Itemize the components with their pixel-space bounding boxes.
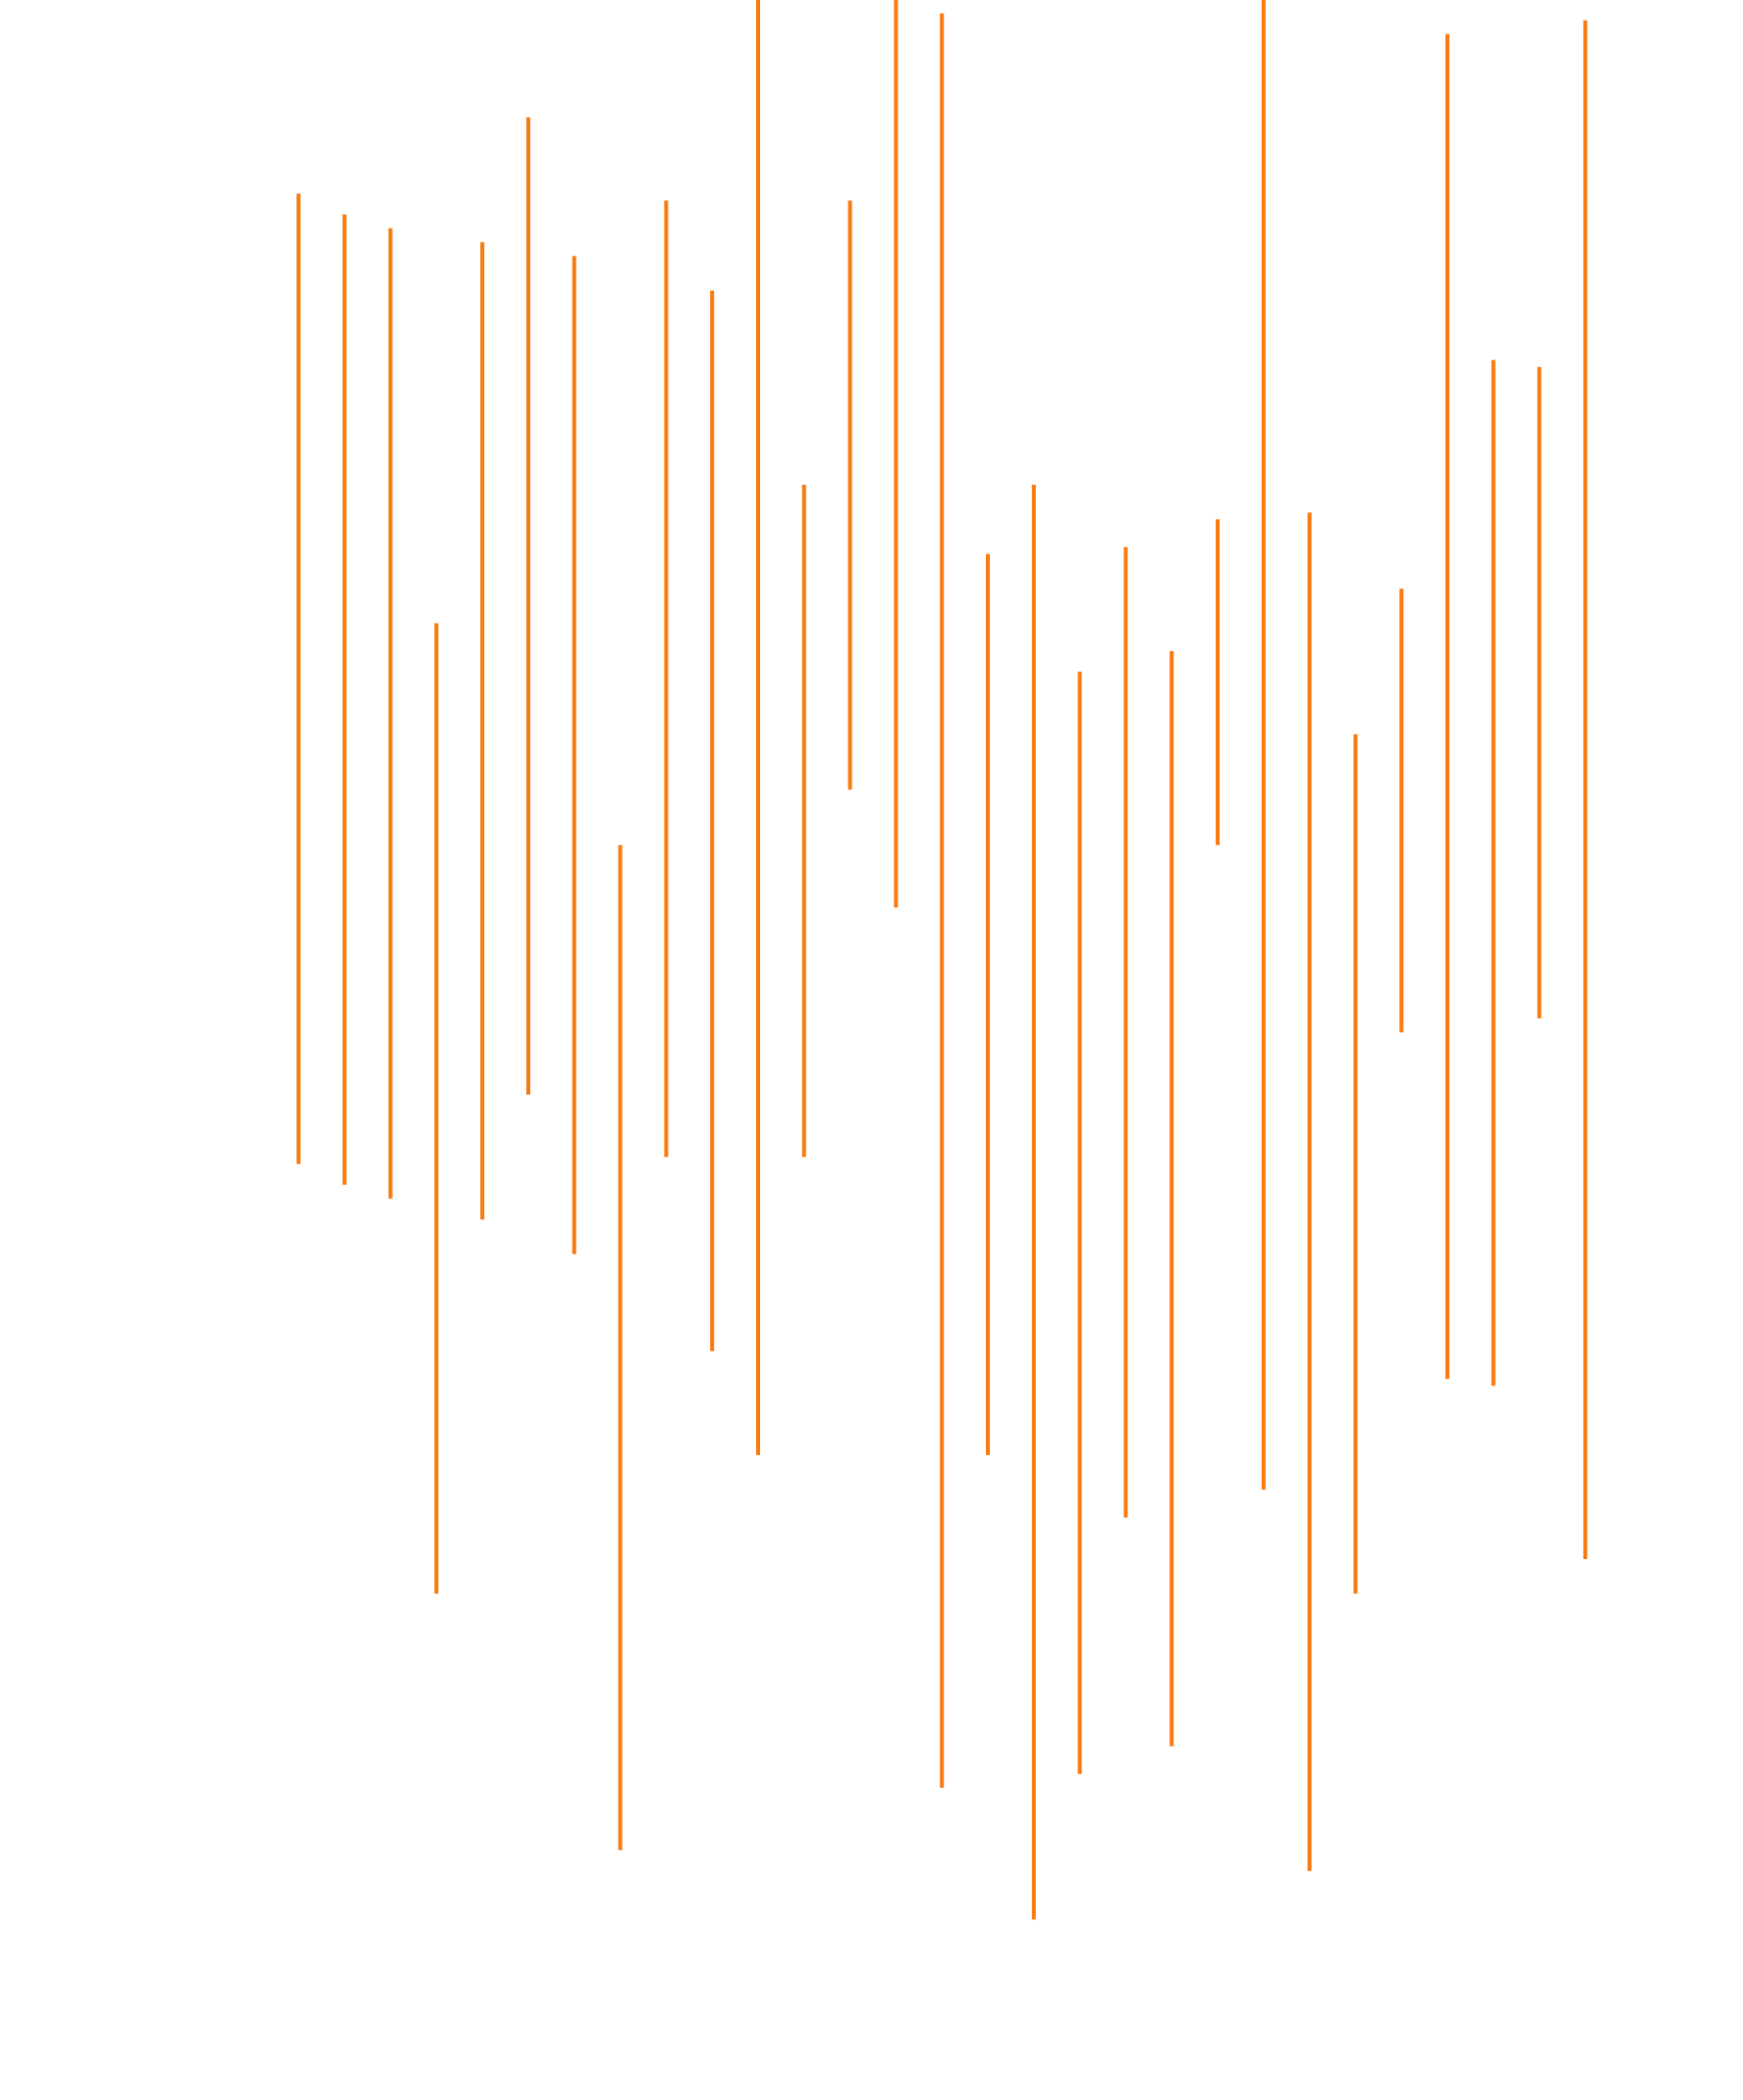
range-bars bbox=[297, 0, 1588, 1920]
